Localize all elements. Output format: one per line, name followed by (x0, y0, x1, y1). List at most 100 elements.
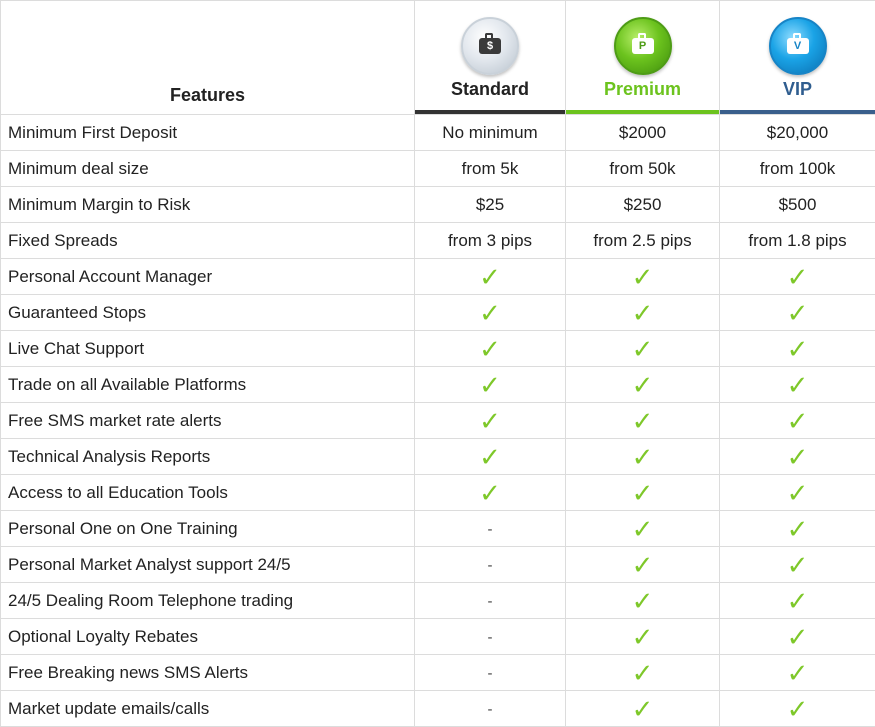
feature-label: Personal Market Analyst support 24/5 (1, 547, 415, 583)
feature-label: Optional Loyalty Rebates (1, 619, 415, 655)
check-cell: ✓ (720, 475, 875, 511)
check-icon: ✓ (632, 478, 654, 508)
table-row: Optional Loyalty Rebates - ✓ ✓ (1, 619, 875, 655)
check-cell: ✓ (720, 403, 875, 439)
not-included-cell: - (415, 655, 566, 691)
dash-value: - (488, 593, 493, 610)
dash-value: - (488, 521, 493, 538)
check-icon: ✓ (787, 442, 809, 472)
check-cell: ✓ (566, 475, 720, 511)
check-cell: ✓ (566, 295, 720, 331)
check-cell: ✓ (720, 367, 875, 403)
check-icon: ✓ (479, 370, 501, 400)
table-row: Minimum Margin to Risk$25$250$500 (1, 187, 875, 223)
table-row: Access to all Education Tools✓✓✓ (1, 475, 875, 511)
dash-value: - (488, 665, 493, 682)
feature-label: Live Chat Support (1, 331, 415, 367)
check-icon: ✓ (787, 622, 809, 652)
value-cell: $2000 (566, 115, 720, 151)
table-row: Free SMS market rate alerts✓✓✓ (1, 403, 875, 439)
check-icon: ✓ (632, 658, 654, 688)
check-cell: ✓ (720, 511, 875, 547)
check-cell: ✓ (566, 403, 720, 439)
table-row: Technical Analysis Reports✓✓✓ (1, 439, 875, 475)
check-icon: ✓ (632, 550, 654, 580)
check-icon: ✓ (632, 262, 654, 292)
check-icon: ✓ (632, 586, 654, 616)
check-cell: ✓ (566, 439, 720, 475)
check-cell: ✓ (415, 259, 566, 295)
check-cell: ✓ (415, 367, 566, 403)
check-icon: ✓ (479, 334, 501, 364)
feature-label: Trade on all Available Platforms (1, 367, 415, 403)
dash-value: - (488, 629, 493, 646)
check-cell: ✓ (566, 619, 720, 655)
check-icon: ✓ (787, 298, 809, 328)
plan-standard-header: $ Standard (415, 1, 566, 115)
check-icon: ✓ (787, 334, 809, 364)
value-cell: $25 (415, 187, 566, 223)
plan-standard-bar (415, 110, 565, 114)
feature-label: Free Breaking news SMS Alerts (1, 655, 415, 691)
plan-premium-bar (566, 110, 719, 114)
check-cell: ✓ (720, 583, 875, 619)
feature-label: Access to all Education Tools (1, 475, 415, 511)
check-icon: ✓ (632, 370, 654, 400)
check-cell: ✓ (720, 439, 875, 475)
check-icon: ✓ (787, 658, 809, 688)
check-cell: ✓ (415, 331, 566, 367)
table-row: Guaranteed Stops✓✓✓ (1, 295, 875, 331)
dash-value: - (488, 557, 493, 574)
dash-value: - (488, 701, 493, 718)
value-cell: from 3 pips (415, 223, 566, 259)
table-row: 24/5 Dealing Room Telephone trading-✓✓ (1, 583, 875, 619)
feature-label: Personal One on One Training (1, 511, 415, 547)
vip-briefcase-icon: V (769, 17, 827, 75)
check-cell: ✓ (566, 691, 720, 727)
check-cell: ✓ (720, 259, 875, 295)
value-cell: $250 (566, 187, 720, 223)
feature-label: Market update emails/calls (1, 691, 415, 727)
table-row: Personal Market Analyst support 24/5 - ✓ ✓ (1, 547, 875, 583)
plan-vip-header: V VIP (720, 1, 875, 115)
check-cell: ✓ (566, 547, 720, 583)
check-icon: ✓ (787, 550, 809, 580)
feature-label: Minimum First Deposit (1, 115, 415, 151)
check-icon: ✓ (632, 442, 654, 472)
check-cell: ✓ (415, 403, 566, 439)
table-row: Personal One on One Training - ✓ ✓ (1, 511, 875, 547)
value-cell: from 100k (720, 151, 875, 187)
check-cell: ✓ (720, 655, 875, 691)
table-row: Trade on all Available Platforms ✓ ✓ ✓ (1, 367, 875, 403)
feature-label: Fixed Spreads (1, 223, 415, 259)
table-row: Market update emails/calls-✓✓ (1, 691, 875, 727)
plan-standard-name: Standard (415, 79, 565, 100)
table-row: Free Breaking news SMS Alerts - ✓ ✓ (1, 655, 875, 691)
not-included-cell: - (415, 619, 566, 655)
check-cell: ✓ (566, 331, 720, 367)
plan-premium-name: Premium (566, 79, 719, 100)
standard-briefcase-icon: $ (461, 17, 519, 75)
header-row: Features $ Standard P Premium V VIP (1, 1, 875, 115)
plan-vip-bar (720, 110, 875, 114)
check-icon: ✓ (479, 406, 501, 436)
check-icon: ✓ (479, 262, 501, 292)
value-cell: $20,000 (720, 115, 875, 151)
check-icon: ✓ (632, 694, 654, 724)
value-cell: from 1.8 pips (720, 223, 875, 259)
check-cell: ✓ (415, 295, 566, 331)
value-cell: from 5k (415, 151, 566, 187)
not-included-cell: - (415, 583, 566, 619)
check-cell: ✓ (566, 583, 720, 619)
table-row: Live Chat Support ✓ ✓ ✓ (1, 331, 875, 367)
check-cell: ✓ (566, 511, 720, 547)
check-icon: ✓ (632, 622, 654, 652)
check-icon: ✓ (787, 514, 809, 544)
check-icon: ✓ (632, 406, 654, 436)
check-cell: ✓ (720, 547, 875, 583)
check-icon: ✓ (632, 514, 654, 544)
check-cell: ✓ (720, 295, 875, 331)
